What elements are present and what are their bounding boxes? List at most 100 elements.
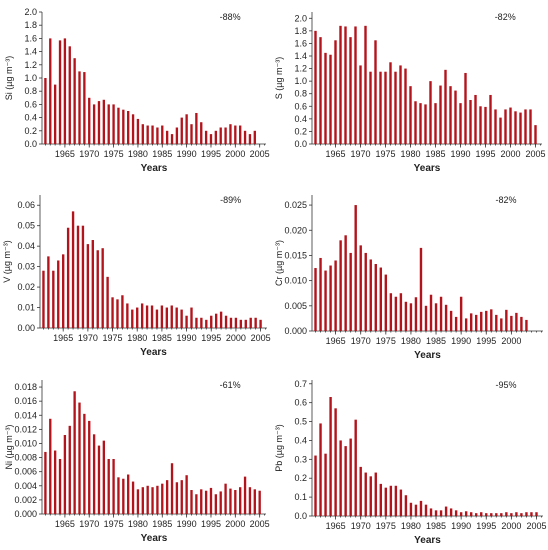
x-tick-label: 1970 bbox=[78, 333, 98, 343]
bar bbox=[195, 112, 198, 144]
y-tick-label: 1.8 bbox=[294, 26, 307, 36]
bar bbox=[354, 205, 357, 331]
y-tick-label: 0.014 bbox=[14, 410, 37, 420]
bar bbox=[374, 264, 377, 331]
y-tick-label: 0.06 bbox=[17, 200, 35, 210]
bar bbox=[243, 476, 247, 514]
bar bbox=[404, 495, 408, 516]
bar bbox=[210, 315, 213, 328]
y-tick-label: 0.6 bbox=[24, 99, 37, 109]
y-tick-label: 0.010 bbox=[14, 438, 37, 448]
bar bbox=[131, 114, 135, 144]
x-tick-label: 1975 bbox=[375, 149, 395, 159]
bar bbox=[494, 109, 497, 144]
bar bbox=[170, 134, 174, 144]
bar bbox=[475, 314, 478, 331]
y-tick-label: 1.2 bbox=[294, 64, 307, 74]
bar bbox=[180, 480, 183, 514]
bar bbox=[44, 451, 47, 514]
bar bbox=[480, 512, 483, 516]
bar bbox=[510, 315, 513, 331]
y-axis-title: Si (µg m⁻³) bbox=[4, 56, 14, 100]
y-tick-label: 0.2 bbox=[294, 126, 307, 136]
bar bbox=[175, 127, 179, 144]
bar bbox=[339, 25, 342, 144]
bar bbox=[485, 513, 488, 516]
bar bbox=[68, 46, 71, 144]
bar bbox=[239, 125, 242, 144]
bar bbox=[394, 296, 398, 331]
bar bbox=[520, 316, 523, 331]
bar bbox=[107, 104, 110, 144]
bar bbox=[259, 319, 262, 328]
bar bbox=[141, 124, 144, 144]
y-tick-label: 0.4 bbox=[294, 114, 307, 124]
bar bbox=[314, 30, 317, 144]
bar bbox=[444, 506, 448, 516]
y-tick-label: 0.04 bbox=[17, 241, 35, 251]
bar bbox=[83, 72, 86, 144]
y-tick-label: 0.5 bbox=[294, 417, 307, 427]
bar bbox=[419, 247, 423, 331]
bar bbox=[364, 472, 367, 516]
y-tick-label: 0.012 bbox=[14, 424, 37, 434]
bar bbox=[68, 425, 71, 514]
x-tick-label: 2005 bbox=[526, 521, 546, 531]
bar bbox=[140, 303, 144, 328]
x-tick-label: 2005 bbox=[250, 149, 270, 159]
bar bbox=[424, 504, 428, 516]
bar bbox=[76, 225, 80, 328]
bar bbox=[535, 512, 538, 516]
bar bbox=[62, 254, 65, 328]
chart-panel-2: 0.0 0.2 0.4 0.6 0.8 1.0 1.2 1.4 1.6 1.8 2.0 1965 197… bbox=[274, 12, 546, 174]
bar bbox=[243, 130, 247, 144]
bar bbox=[495, 513, 498, 516]
bar bbox=[53, 84, 57, 144]
y-tick-label: 0.018 bbox=[14, 382, 37, 392]
percent-change-label: -95% bbox=[496, 380, 517, 390]
x-tick-label: 2000 bbox=[225, 149, 245, 159]
chart-panel-4: 0.000 0.005 0.010 0.015 0.020 0.025 1965 1970 19… bbox=[274, 195, 543, 361]
bar bbox=[504, 109, 507, 144]
y-tick-label: 0.004 bbox=[14, 481, 37, 491]
bar bbox=[419, 103, 422, 144]
bar bbox=[254, 317, 257, 328]
bar bbox=[404, 301, 408, 331]
bar bbox=[180, 309, 183, 328]
x-tick-label: 1995 bbox=[201, 333, 221, 343]
bar bbox=[92, 104, 96, 144]
bar bbox=[319, 37, 322, 144]
bar bbox=[49, 38, 52, 144]
bar bbox=[399, 293, 403, 331]
x-tick-label: 1970 bbox=[79, 519, 99, 529]
bar bbox=[314, 268, 317, 331]
bar bbox=[525, 512, 528, 516]
bar bbox=[424, 104, 427, 144]
percent-change-label: -88% bbox=[220, 12, 241, 22]
y-axis-title: Ni (µg m⁻³) bbox=[4, 425, 14, 470]
x-tick-label: 1965 bbox=[326, 521, 346, 531]
bar bbox=[484, 106, 487, 144]
bar bbox=[200, 317, 203, 328]
y-tick-label: 0.025 bbox=[284, 200, 307, 210]
x-tick-label: 1970 bbox=[350, 149, 370, 159]
bar bbox=[91, 240, 94, 328]
bar bbox=[449, 508, 453, 516]
bar bbox=[185, 315, 188, 328]
bar bbox=[175, 307, 178, 328]
bar bbox=[399, 489, 403, 516]
y-tick-label: 1.2 bbox=[24, 60, 37, 70]
bar bbox=[389, 62, 392, 144]
bar bbox=[459, 103, 462, 144]
y-tick-label: 1.4 bbox=[24, 47, 37, 57]
x-tick-label: 1975 bbox=[104, 519, 124, 529]
x-tick-label: 1975 bbox=[103, 333, 123, 343]
bar bbox=[449, 86, 452, 144]
bar bbox=[224, 483, 227, 514]
bar bbox=[151, 125, 154, 144]
x-tick-label: 1980 bbox=[401, 521, 421, 531]
bar bbox=[44, 78, 47, 144]
y-tick-label: 0.008 bbox=[14, 453, 37, 463]
y-tick-label: 0.03 bbox=[17, 262, 35, 272]
bar bbox=[359, 65, 362, 144]
